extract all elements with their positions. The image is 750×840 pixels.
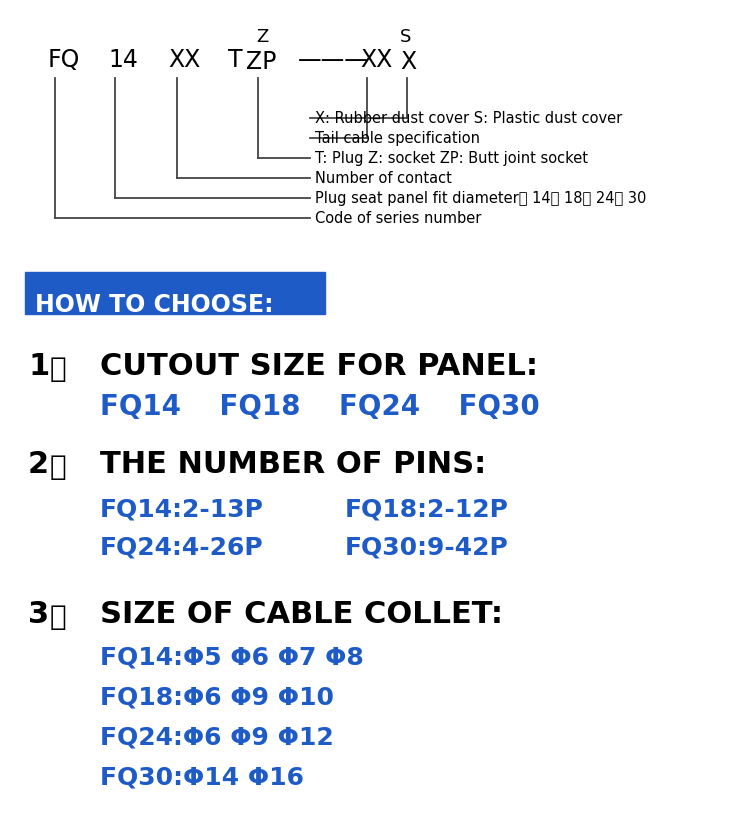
Text: FQ30:Φ14 Φ16: FQ30:Φ14 Φ16	[100, 765, 304, 789]
Text: XX: XX	[168, 48, 200, 72]
Text: CUTOUT SIZE FOR PANEL:: CUTOUT SIZE FOR PANEL:	[100, 352, 538, 381]
Text: Code of series number: Code of series number	[315, 211, 482, 226]
Text: FQ24:Φ6 Φ9 Φ12: FQ24:Φ6 Φ9 Φ12	[100, 725, 334, 749]
Text: 1: 1	[28, 352, 50, 381]
Text: 、: 、	[50, 453, 67, 481]
Text: Plug seat panel fit diameter： 14、 18、 24、 30: Plug seat panel fit diameter： 14、 18、 24…	[315, 191, 646, 206]
Text: FQ: FQ	[48, 48, 80, 72]
Text: ———: ———	[298, 48, 369, 72]
Text: SIZE OF CABLE COLLET:: SIZE OF CABLE COLLET:	[100, 600, 503, 629]
Text: ZP: ZP	[246, 50, 276, 74]
Text: T: T	[228, 48, 243, 72]
Text: Number of contact: Number of contact	[315, 171, 452, 186]
Text: 、: 、	[50, 603, 67, 631]
Text: FQ18:2-12P: FQ18:2-12P	[345, 498, 508, 522]
Text: Tail cable specification: Tail cable specification	[315, 131, 480, 146]
Text: FQ14    FQ18    FQ24    FQ30: FQ14 FQ18 FQ24 FQ30	[100, 393, 540, 421]
Text: 3: 3	[28, 600, 50, 629]
Text: XX: XX	[360, 48, 392, 72]
Text: 、: 、	[50, 355, 67, 383]
Text: FQ14:2-13P: FQ14:2-13P	[100, 498, 264, 522]
Text: T: Plug Z: socket ZP: Butt joint socket: T: Plug Z: socket ZP: Butt joint socket	[315, 151, 588, 166]
Text: THE NUMBER OF PINS:: THE NUMBER OF PINS:	[100, 450, 486, 479]
Text: Z: Z	[256, 28, 268, 46]
Text: HOW TO CHOOSE:: HOW TO CHOOSE:	[35, 293, 274, 317]
Text: FQ14:Φ5 Φ6 Φ7 Φ8: FQ14:Φ5 Φ6 Φ7 Φ8	[100, 645, 364, 669]
Text: FQ30:9-42P: FQ30:9-42P	[345, 535, 508, 559]
Text: 2: 2	[28, 450, 50, 479]
Text: FQ18:Φ6 Φ9 Φ10: FQ18:Φ6 Φ9 Φ10	[100, 685, 334, 709]
Text: 14: 14	[108, 48, 138, 72]
Text: X: Rubber dust cover S: Plastic dust cover: X: Rubber dust cover S: Plastic dust cov…	[315, 111, 622, 126]
Bar	[25, 272, 325, 314]
Text: FQ24:4-26P: FQ24:4-26P	[100, 535, 264, 559]
Text: X: X	[400, 50, 416, 74]
Text: S: S	[400, 28, 411, 46]
